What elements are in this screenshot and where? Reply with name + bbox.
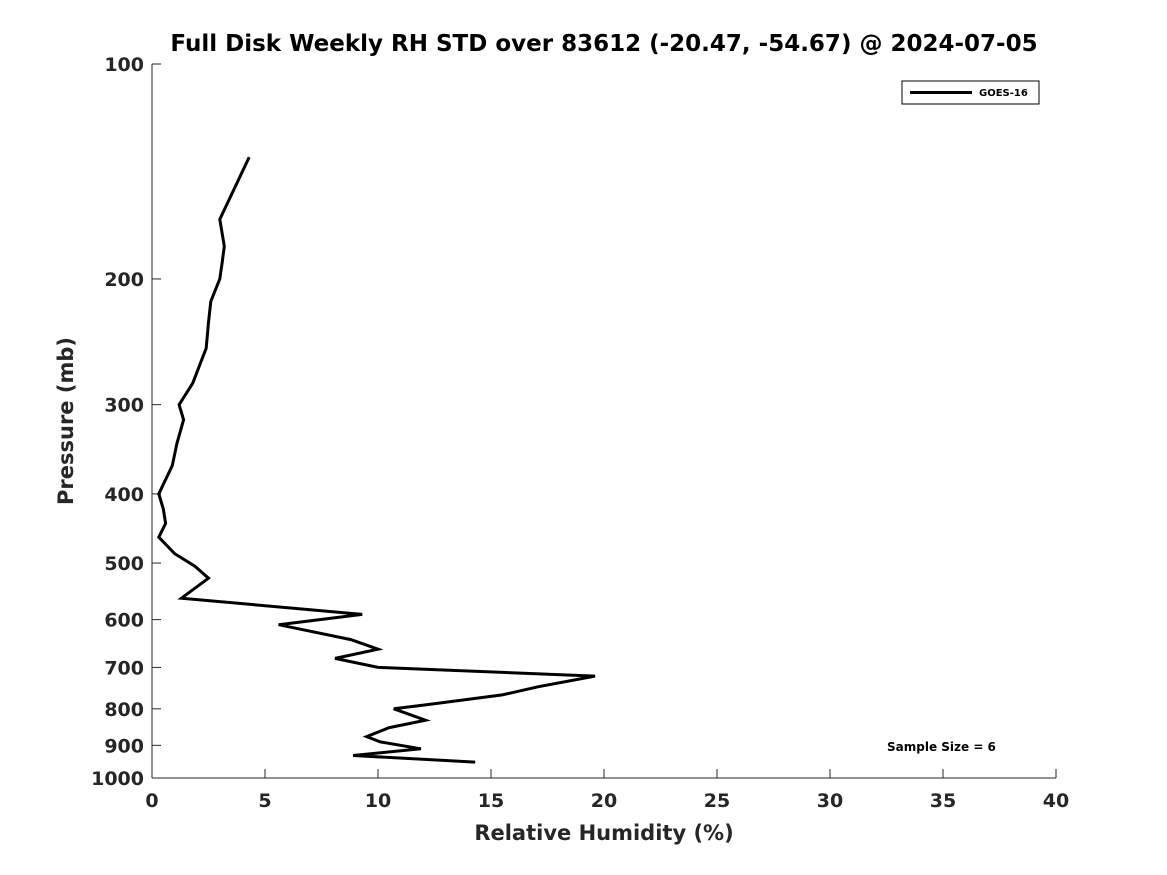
y-tick-label: 600 [104,610,144,632]
x-tick-labels: 0 5 10 15 20 25 30 35 40 [145,769,1069,812]
y-tick-label: 100 [104,54,144,76]
y-tick-label: 300 [104,395,144,417]
series-layer [156,156,596,764]
x-tick-label: 25 [704,790,730,812]
y-tick-labels: 100 200 300 400 500 600 700 800 900 1000 [91,54,161,790]
x-tick-label: 40 [1043,790,1069,812]
y-tick-label: 500 [104,553,144,575]
sample-size-annotation: Sample Size = 6 [887,740,996,754]
y-tick-label: 800 [104,699,144,721]
y-tick-label: 1000 [91,768,144,790]
y-tick-label: 200 [104,269,144,291]
x-tick-label: 35 [930,790,956,812]
chart-title: Full Disk Weekly RH STD over 83612 (-20.… [170,31,1037,57]
x-tick-label: 30 [817,790,843,812]
y-tick-label: 700 [104,657,144,679]
y-tick-label: 900 [104,735,144,757]
legend-label: GOES-16 [979,88,1028,99]
x-axis-label: Relative Humidity (%) [474,821,733,845]
series-line-goes-16 [156,156,596,764]
legend: GOES-16 [901,80,1040,105]
x-tick-label: 10 [365,790,391,812]
x-tick-label: 15 [478,790,504,812]
y-tick-label: 400 [104,484,144,506]
x-tick-label: 5 [258,790,271,812]
y-axis-label: Pressure (mb) [54,337,78,505]
x-tick-label: 0 [145,790,158,812]
x-tick-label: 20 [591,790,617,812]
